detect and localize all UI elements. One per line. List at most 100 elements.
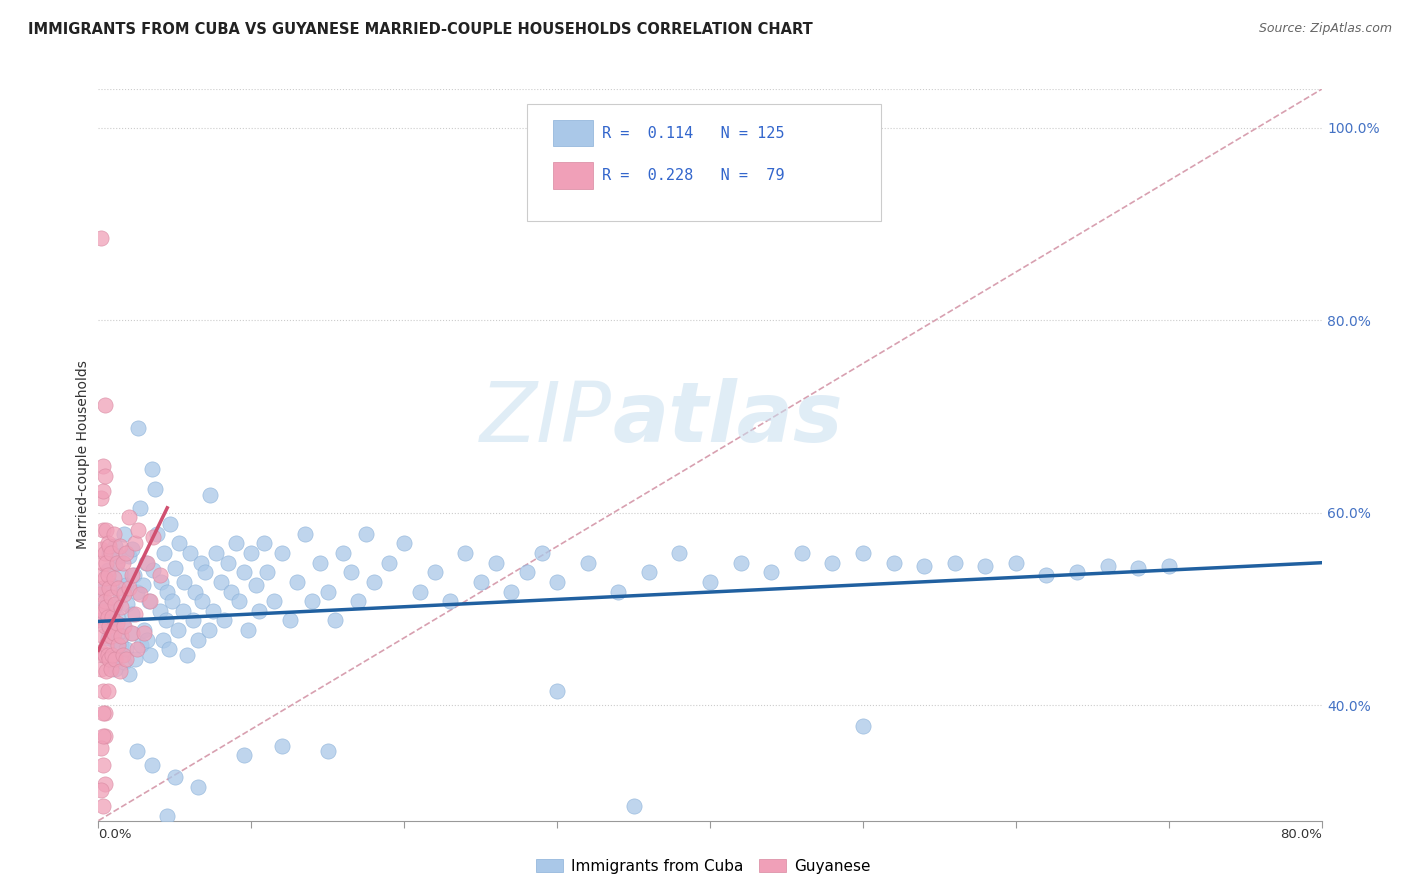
Point	[104, 652, 127, 666]
Point	[91, 648, 114, 662]
Point	[91, 757, 114, 772]
Point	[103, 599, 125, 614]
Point	[194, 566, 217, 580]
Point	[91, 459, 114, 474]
Point	[454, 546, 477, 560]
Point	[90, 607, 112, 621]
Bar	[554, 120, 592, 146]
Point	[278, 614, 301, 628]
Point	[97, 563, 120, 577]
Point	[112, 526, 135, 541]
Point	[124, 652, 146, 666]
Point	[191, 594, 214, 608]
Point	[93, 546, 115, 560]
Point	[97, 631, 120, 645]
Point	[93, 706, 115, 720]
Point	[118, 549, 141, 563]
Point	[128, 587, 150, 601]
Point	[93, 398, 115, 412]
Point	[270, 739, 292, 753]
Point	[325, 614, 347, 628]
Point	[115, 652, 138, 666]
Point	[100, 578, 122, 592]
Point	[309, 556, 332, 570]
Point	[110, 599, 132, 614]
Point	[332, 546, 354, 560]
Point	[98, 619, 121, 633]
Point	[107, 626, 129, 640]
Point	[187, 780, 209, 794]
Point	[173, 574, 195, 589]
Point	[301, 594, 323, 608]
Point	[91, 799, 114, 814]
Point	[101, 609, 124, 624]
Point	[98, 539, 121, 553]
Point	[129, 639, 152, 653]
Point	[90, 568, 112, 582]
Point	[209, 574, 232, 589]
Point	[101, 616, 124, 631]
Point	[90, 782, 112, 797]
Point	[974, 558, 997, 573]
Legend: Immigrants from Cuba, Guyanese: Immigrants from Cuba, Guyanese	[530, 853, 876, 880]
Point	[103, 526, 125, 541]
Point	[221, 584, 243, 599]
Point	[101, 650, 124, 665]
Point	[163, 561, 186, 575]
Point	[97, 683, 120, 698]
Point	[125, 642, 148, 657]
Text: ZIP: ZIP	[481, 378, 612, 458]
Point	[93, 648, 115, 662]
Point	[118, 667, 141, 681]
Point	[127, 523, 149, 537]
Point	[439, 594, 461, 608]
Point	[100, 591, 122, 605]
Point	[117, 597, 139, 611]
Point	[153, 546, 176, 560]
Point	[1128, 561, 1150, 575]
Point	[89, 614, 111, 628]
Point	[157, 642, 180, 657]
Point	[97, 568, 120, 582]
Point	[228, 594, 250, 608]
Point	[108, 587, 131, 601]
Point	[217, 556, 239, 570]
Point	[184, 584, 207, 599]
Text: IMMIGRANTS FROM CUBA VS GUYANESE MARRIED-COUPLE HOUSEHOLDS CORRELATION CHART: IMMIGRANTS FROM CUBA VS GUYANESE MARRIED…	[28, 22, 813, 37]
Point	[240, 546, 263, 560]
Point	[576, 556, 599, 570]
Point	[94, 665, 117, 679]
Text: R =  0.228   N =  79: R = 0.228 N = 79	[602, 168, 785, 183]
Point	[339, 566, 361, 580]
Point	[91, 523, 114, 537]
Point	[112, 587, 135, 601]
Point	[142, 563, 165, 577]
Point	[93, 571, 115, 585]
Point	[107, 581, 129, 595]
Point	[212, 614, 235, 628]
Point	[90, 662, 112, 676]
Point	[91, 629, 114, 643]
Y-axis label: Married-couple Households: Married-couple Households	[76, 360, 90, 549]
Point	[108, 665, 131, 679]
Point	[91, 706, 114, 720]
Point	[125, 584, 148, 599]
Point	[91, 556, 114, 570]
Point	[285, 574, 308, 589]
Point	[100, 662, 122, 676]
Point	[93, 611, 115, 625]
Point	[852, 546, 875, 560]
Point	[198, 488, 221, 502]
Point	[105, 616, 128, 631]
Point	[91, 582, 114, 597]
Point	[155, 614, 177, 628]
Point	[363, 574, 385, 589]
Point	[408, 584, 430, 599]
Point	[159, 517, 181, 532]
Point	[120, 626, 142, 640]
Point	[132, 578, 155, 592]
Point	[668, 546, 690, 560]
Point	[90, 741, 112, 756]
Point	[111, 556, 134, 570]
Point	[118, 510, 141, 524]
